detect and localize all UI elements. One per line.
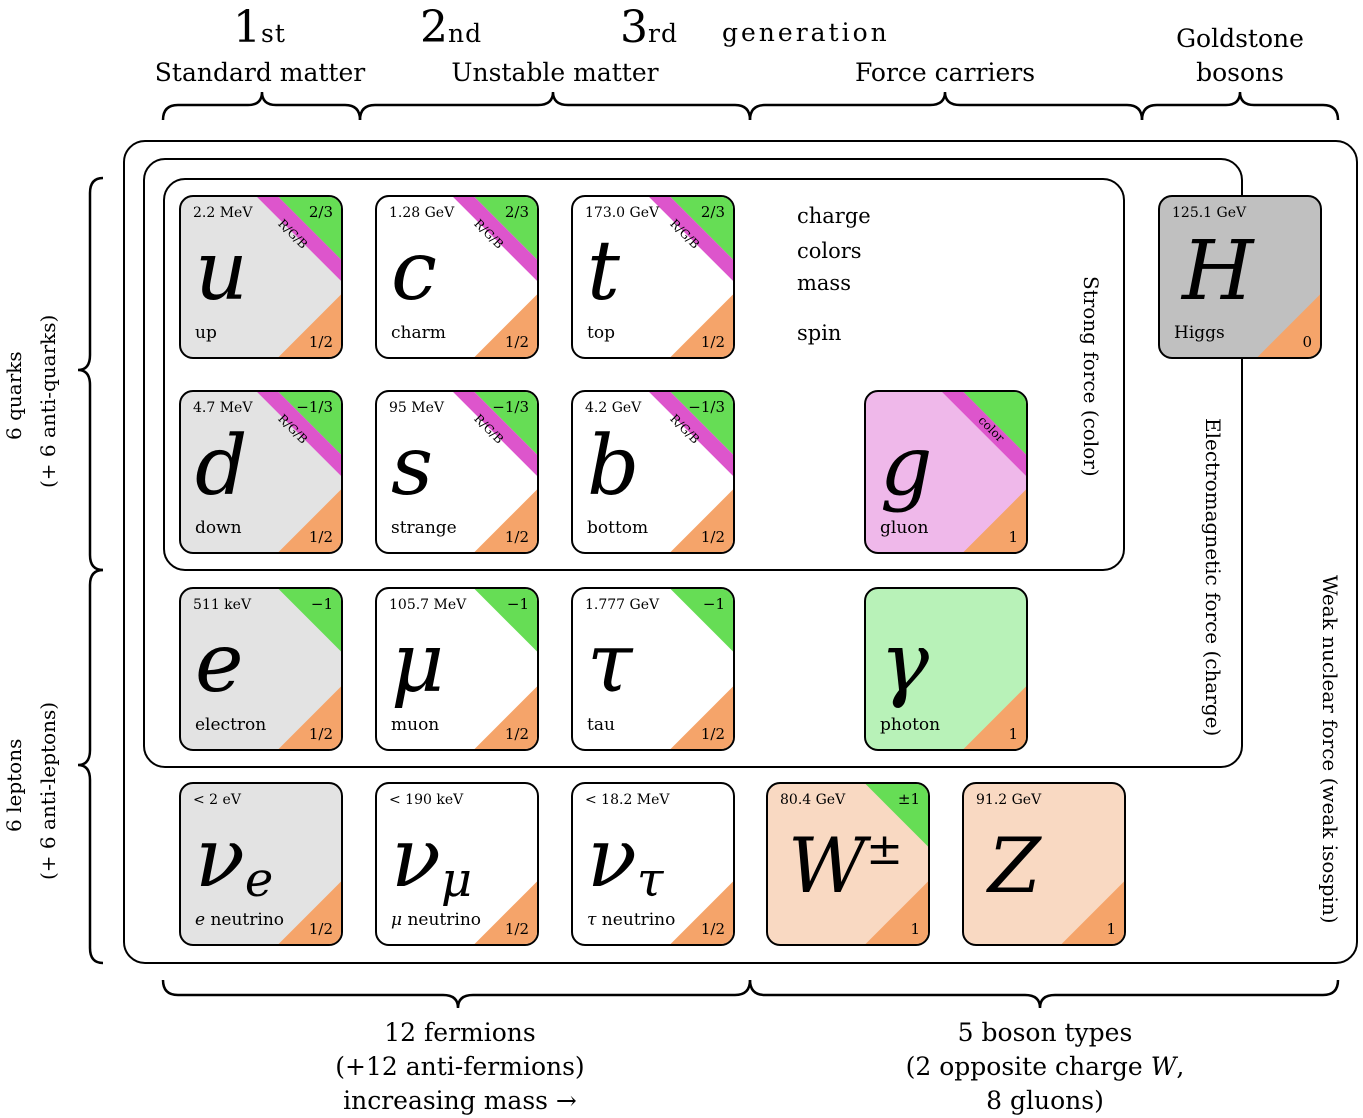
bosons-label: bosons	[1196, 58, 1284, 87]
brace-quarks	[77, 176, 104, 572]
card-down: 4.7 MeV −1/3 R/G/B d down 1/2	[179, 390, 343, 554]
leptons-label: 6 leptons	[2, 738, 26, 832]
weak-force-frame	[123, 140, 1358, 964]
strong-force-label: Strong force (color)	[1079, 276, 1103, 477]
bosons-footer: 5 boson types (2 opposite charge W, 8 gl…	[860, 1016, 1230, 1118]
brace-force-carriers	[748, 91, 1144, 121]
weak-force-label: Weak nuclear force (weak isospin)	[1318, 575, 1342, 924]
card-electron: 511 keV −1 e electron 1/2	[179, 587, 343, 751]
generation-label: generation	[722, 18, 890, 47]
em-force-label: Electromagnetic force (charge)	[1201, 418, 1225, 737]
card-tau: 1.777 GeV −1 τ tau 1/2	[571, 587, 735, 751]
bosons-line-2: (2 opposite charge W,	[905, 1052, 1185, 1081]
brace-bosons	[748, 979, 1340, 1009]
colors-annotation: colors	[797, 239, 862, 263]
bosons-line-3: 8 gluons)	[986, 1086, 1104, 1115]
standard-matter-label: Standard matter	[154, 58, 366, 87]
card-w-boson: 80.4 GeV ±1 W± 1	[766, 782, 930, 946]
card-bottom: 4.2 GeV −1/3 R/G/B b bottom 1/2	[571, 390, 735, 554]
card-top: 173.0 GeV 2/3 R/G/B t top 1/2	[571, 195, 735, 359]
card-up: 2.2 MeV 2/3 R/G/B u up 1/2	[179, 195, 343, 359]
card-muon-neutrino: < 190 keV νμ μ neutrino 1/2	[375, 782, 539, 946]
anti-leptons-label: (+ 6 anti-leptons)	[36, 701, 60, 880]
card-gluon: color g gluon 1	[864, 390, 1028, 554]
quarks-label: 6 quarks	[2, 351, 26, 440]
gen-1-label: 1st	[233, 2, 286, 53]
unstable-matter-label: Unstable matter	[451, 58, 659, 87]
charge-annotation: charge	[797, 204, 871, 228]
card-charm: 1.28 GeV 2/3 R/G/B c charm 1/2	[375, 195, 539, 359]
brace-leptons	[77, 568, 104, 965]
brace-fermions	[161, 979, 752, 1009]
strong-force-frame	[163, 178, 1125, 571]
goldstone-label: Goldstone	[1176, 24, 1304, 53]
fermions-line-2: (+12 anti-fermions)	[335, 1052, 585, 1081]
brace-unstable-matter	[358, 91, 752, 121]
card-electron-neutrino: < 2 eV νe e neutrino 1/2	[179, 782, 343, 946]
anti-quarks-label: (+ 6 anti-quarks)	[36, 314, 60, 488]
fermions-footer: 12 fermions (+12 anti-fermions) increasi…	[280, 1016, 640, 1118]
force-carriers-label: Force carriers	[854, 58, 1036, 87]
fermions-line-3: increasing mass →	[343, 1086, 577, 1115]
card-higgs: 125.1 GeV H Higgs 0	[1158, 195, 1322, 359]
fermions-line-1: 12 fermions	[384, 1018, 536, 1047]
brace-standard-matter	[161, 91, 362, 121]
brace-goldstone	[1140, 91, 1340, 121]
bosons-line-1: 5 boson types	[957, 1018, 1133, 1047]
gen-2-label: 2nd	[420, 2, 483, 53]
gen-3-label: 3rd	[620, 2, 678, 53]
card-z-boson: 91.2 GeV Z 1	[962, 782, 1126, 946]
card-photon: γ photon 1	[864, 587, 1028, 751]
card-strange: 95 MeV −1/3 R/G/B s strange 1/2	[375, 390, 539, 554]
spin-annotation: spin	[797, 321, 842, 345]
mass-annotation: mass	[797, 271, 851, 295]
card-tau-neutrino: < 18.2 MeV ντ τ neutrino 1/2	[571, 782, 735, 946]
card-muon: 105.7 MeV −1 μ muon 1/2	[375, 587, 539, 751]
